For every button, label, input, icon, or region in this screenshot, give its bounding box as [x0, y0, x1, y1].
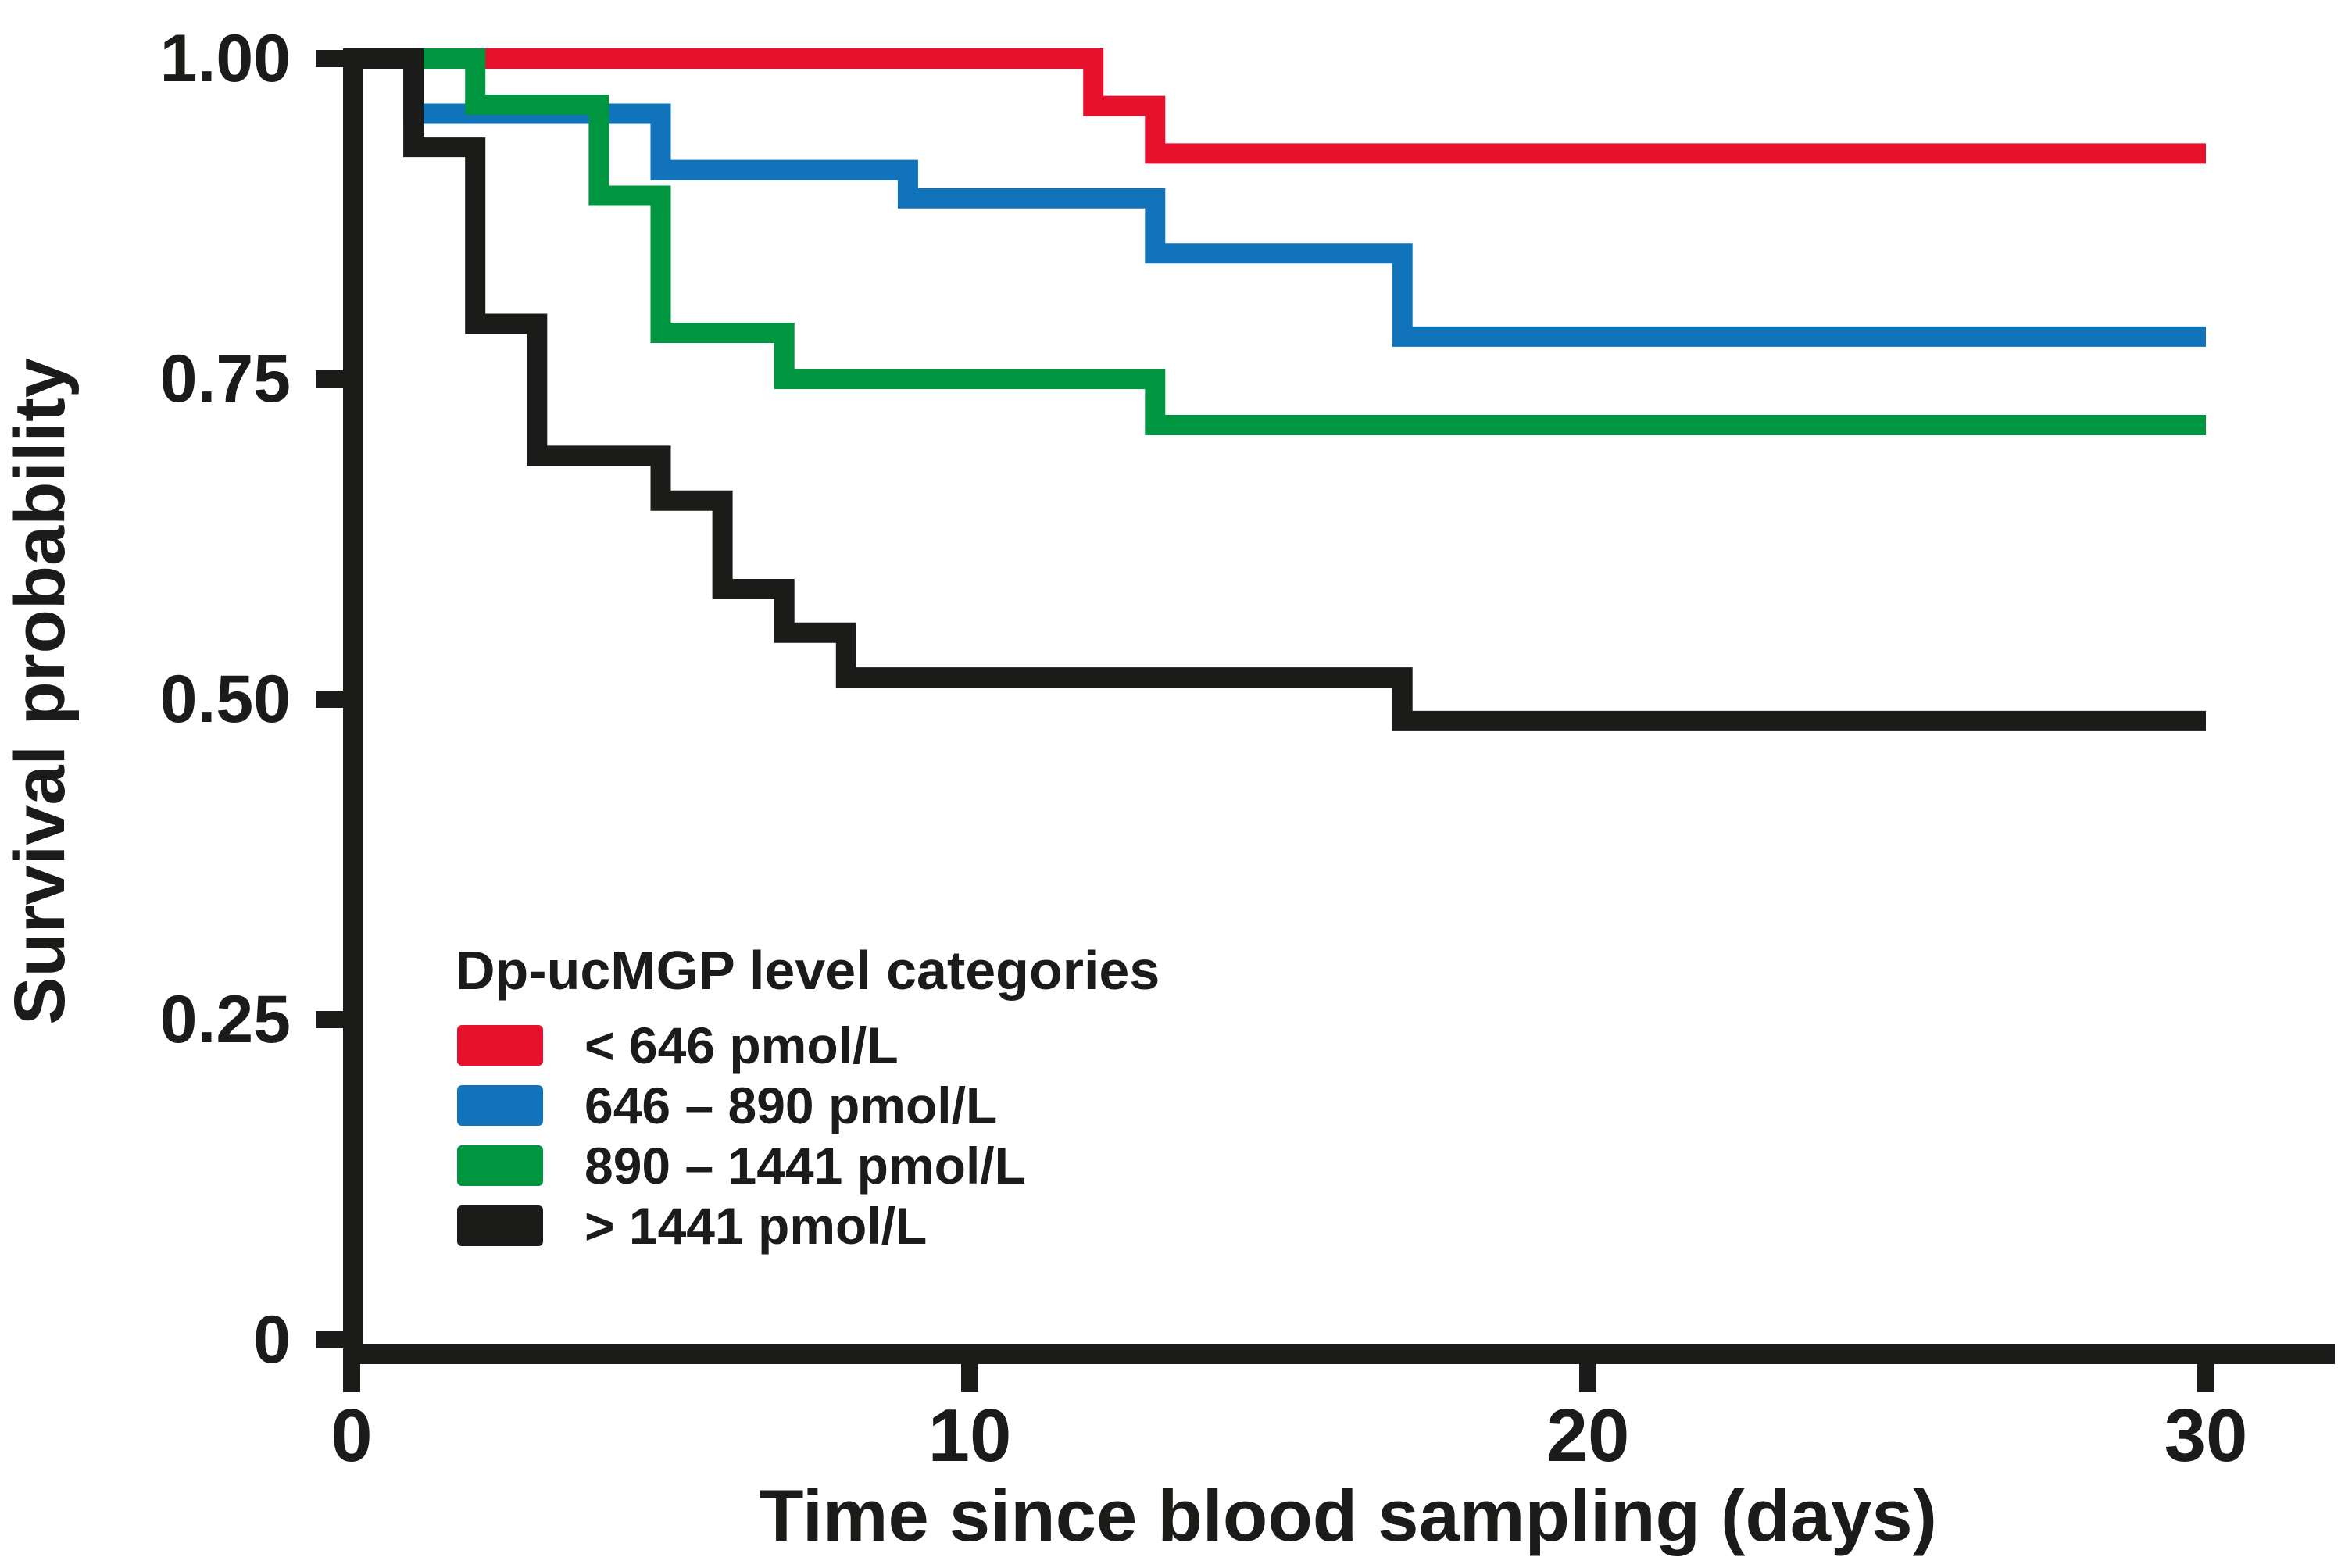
legend-swatch-gt-1441 — [457, 1205, 543, 1246]
curve-gt-1441 — [352, 48, 2206, 731]
legend-swatch-890-1441 — [457, 1145, 543, 1186]
x-tick-label: 0 — [331, 1394, 372, 1477]
x-tick-label: 10 — [928, 1394, 1012, 1477]
x-tick-label: 20 — [1546, 1394, 1630, 1477]
curve-890-1441 — [352, 48, 2206, 436]
legend-item-890-1441: 890 – 1441 pmol/L — [457, 1137, 1026, 1195]
x-tick-label: 30 — [2164, 1394, 2248, 1477]
legend-item-lt-646: < 646 pmol/L — [457, 1016, 899, 1074]
legend-item-646-890: 646 – 890 pmol/L — [457, 1077, 997, 1134]
legend-item-gt-1441: > 1441 pmol/L — [457, 1197, 927, 1255]
y-axis-title: Survival probability — [0, 358, 80, 1025]
x-axis-title: Time since blood sampling (days) — [759, 1474, 1937, 1556]
legend-title: Dp-ucMGP level categories — [456, 940, 1160, 1001]
legend-swatch-lt-646 — [457, 1025, 543, 1066]
axis-ticks: 1.00 0.75 0.50 0.25 00 10 20 30 — [160, 21, 2248, 1477]
legend-label-lt-646: < 646 pmol/L — [584, 1016, 899, 1074]
survival-curves — [352, 48, 2206, 731]
legend-label-890-1441: 890 – 1441 pmol/L — [584, 1137, 1026, 1195]
y-tick-label: 0 — [253, 1302, 291, 1377]
y-tick-label: 1.00 — [160, 21, 291, 96]
legend-swatch-646-890 — [457, 1085, 543, 1126]
legend-label-646-890: 646 – 890 pmol/L — [584, 1077, 997, 1134]
curve-lt-646 — [352, 48, 2206, 164]
y-tick-label: 0.25 — [160, 982, 291, 1057]
y-tick-label: 0.50 — [160, 662, 291, 737]
legend-label-gt-1441: > 1441 pmol/L — [584, 1197, 927, 1255]
y-tick-label: 0.75 — [160, 341, 291, 416]
